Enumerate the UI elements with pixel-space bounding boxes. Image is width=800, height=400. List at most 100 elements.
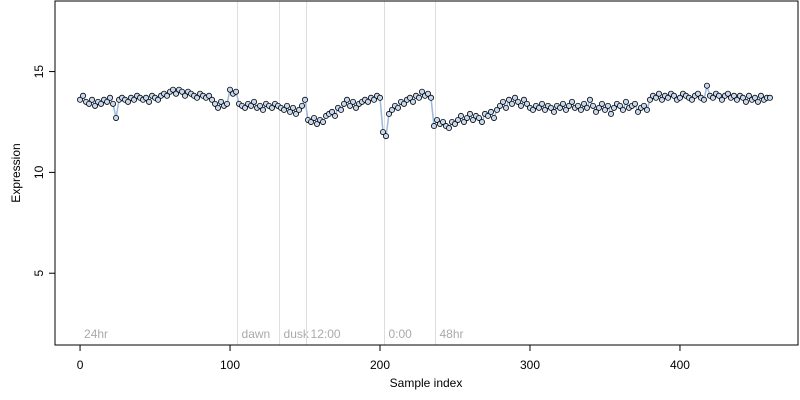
point [302, 96, 309, 103]
point [751, 94, 758, 101]
point [182, 92, 189, 99]
point [80, 92, 87, 99]
point [463, 114, 470, 121]
point [389, 106, 396, 113]
point [104, 98, 111, 105]
point [341, 100, 348, 107]
point [233, 88, 240, 95]
point [709, 94, 716, 101]
point [113, 114, 120, 121]
point [329, 108, 336, 115]
point [347, 102, 354, 109]
point [227, 86, 234, 93]
point [371, 96, 378, 103]
point [206, 92, 213, 99]
point [251, 98, 258, 105]
point [589, 102, 596, 109]
point [269, 104, 276, 111]
point [433, 116, 440, 123]
point [466, 110, 473, 117]
point [652, 94, 659, 101]
point [383, 133, 390, 140]
point [604, 102, 611, 109]
point [257, 102, 264, 109]
x-tick-label: 300 [520, 358, 540, 372]
y-tick-label: 15 [32, 65, 46, 79]
point [565, 102, 572, 109]
point [718, 96, 725, 103]
point [508, 100, 515, 107]
point [311, 114, 318, 121]
point [86, 100, 93, 107]
point [457, 112, 464, 119]
point [616, 102, 623, 109]
point [320, 118, 327, 125]
point [655, 90, 662, 97]
point [598, 100, 605, 107]
y-tick-label: 10 [32, 165, 46, 179]
point [410, 98, 417, 105]
point [634, 108, 641, 115]
point [475, 114, 482, 121]
point [407, 94, 414, 101]
point [538, 100, 545, 107]
point [164, 92, 171, 99]
point [424, 90, 431, 97]
point [487, 108, 494, 115]
point [592, 108, 599, 115]
point [766, 94, 773, 101]
point [77, 96, 84, 103]
point [514, 98, 521, 105]
annotation-label: 24hr [84, 327, 108, 341]
point [586, 96, 593, 103]
point [194, 94, 201, 101]
point [511, 94, 518, 101]
point [353, 104, 360, 111]
point [541, 106, 548, 113]
point [92, 102, 99, 109]
point [430, 123, 437, 130]
annotation-label: 0:00 [389, 327, 413, 341]
annotation-label: dawn [242, 327, 271, 341]
annotation-label: dusk [284, 327, 310, 341]
annotation-label: 48hr [439, 327, 463, 341]
point [733, 96, 740, 103]
point [89, 96, 96, 103]
point [631, 100, 638, 107]
point [520, 96, 527, 103]
point [155, 96, 162, 103]
point [700, 96, 707, 103]
point [284, 102, 291, 109]
point [646, 96, 653, 103]
point [688, 96, 695, 103]
point [562, 106, 569, 113]
point [577, 106, 584, 113]
x-tick-label: 200 [370, 358, 390, 372]
point [209, 96, 216, 103]
point [742, 98, 749, 105]
point [484, 112, 491, 119]
point [517, 102, 524, 109]
point [496, 102, 503, 109]
point [290, 104, 297, 111]
point [583, 104, 590, 111]
point [601, 106, 608, 113]
point [215, 104, 222, 111]
x-tick-label: 400 [670, 358, 690, 372]
point [730, 92, 737, 99]
point [131, 96, 138, 103]
point [523, 100, 530, 107]
point [547, 104, 554, 111]
point [556, 104, 563, 111]
point [529, 106, 536, 113]
point [212, 100, 219, 107]
point [380, 129, 387, 136]
point [293, 110, 300, 117]
point [493, 106, 500, 113]
point [574, 102, 581, 109]
point [224, 100, 231, 107]
point [664, 94, 671, 101]
point [344, 96, 351, 103]
y-axis-label: Expression [9, 143, 23, 202]
x-tick-label: 0 [77, 358, 84, 372]
